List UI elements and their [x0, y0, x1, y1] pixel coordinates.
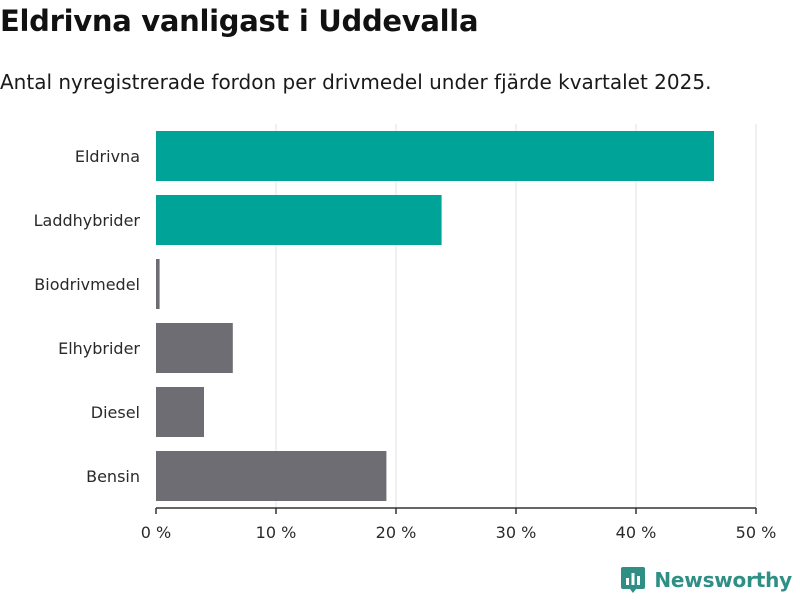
- x-tick-label-50: 50 %: [736, 523, 777, 542]
- bar-elhybrider: [156, 323, 233, 373]
- x-tick-label-40: 40 %: [616, 523, 657, 542]
- chart-subtitle: Antal nyregistrerade fordon per drivmede…: [0, 70, 712, 94]
- brand-name: Newsworthy: [654, 568, 792, 592]
- bar-diesel: [156, 387, 204, 437]
- x-tick-label-20: 20 %: [376, 523, 417, 542]
- brand-logo: Newsworthy: [620, 566, 792, 594]
- category-label-bensin: Bensin: [86, 467, 140, 486]
- x-tick-label-10: 10 %: [256, 523, 297, 542]
- chart-title: Eldrivna vanligast i Uddevalla: [0, 4, 479, 38]
- x-tick-label-0: 0 %: [141, 523, 171, 542]
- bar-biodrivmedel: [156, 259, 160, 309]
- category-label-eldrivna: Eldrivna: [75, 147, 140, 166]
- newsworthy-logo-icon: [621, 567, 646, 593]
- category-label-biodrivmedel: Biodrivmedel: [34, 275, 140, 294]
- bar-bensin: [156, 451, 387, 501]
- x-tick-label-30: 30 %: [496, 523, 537, 542]
- category-label-laddhybrider: Laddhybrider: [34, 211, 141, 230]
- bar-laddhybrider: [156, 195, 442, 245]
- bar-eldrivna: [156, 131, 714, 181]
- category-label-diesel: Diesel: [91, 403, 140, 422]
- category-label-elhybrider: Elhybrider: [58, 339, 140, 358]
